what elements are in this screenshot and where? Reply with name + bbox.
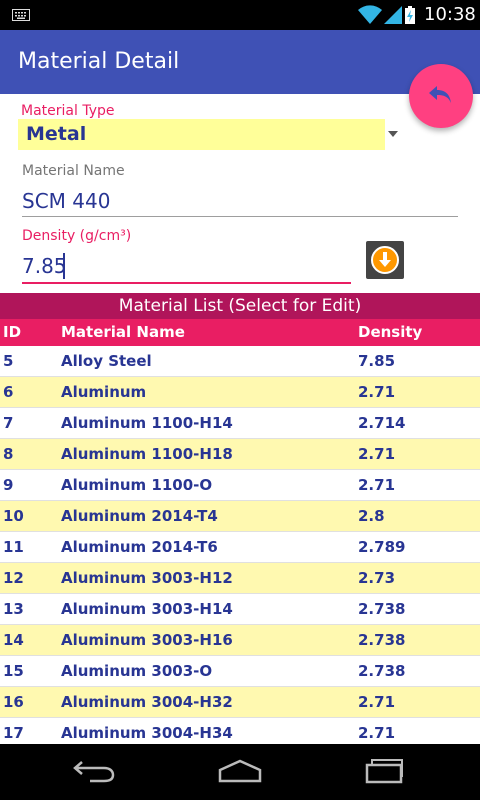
material-list[interactable]: 5 Alloy Steel 7.85 6 Aluminum 2.71 7 Alu…: [0, 346, 480, 744]
page-title: Material Detail: [18, 49, 180, 74]
row-density: 2.73: [358, 569, 396, 587]
material-type-dropdown[interactable]: Metal: [18, 119, 385, 150]
material-type-value: Metal: [26, 123, 87, 145]
table-row[interactable]: 14 Aluminum 3003-H16 2.738: [0, 625, 480, 656]
material-name-label: Material Name: [22, 163, 125, 179]
row-id: 11: [3, 538, 24, 556]
battery-charging-icon: [405, 6, 415, 24]
table-row[interactable]: 11 Aluminum 2014-T6 2.789: [0, 532, 480, 563]
row-density: 2.738: [358, 662, 406, 680]
row-id: 5: [3, 352, 14, 370]
table-row[interactable]: 15 Aluminum 3003-O 2.738: [0, 656, 480, 687]
row-material-name: Aluminum 2014-T4: [61, 507, 218, 525]
recents-icon[interactable]: [364, 758, 408, 784]
row-material-name: Aluminum 1100-H18: [61, 445, 233, 463]
row-id: 8: [3, 445, 14, 463]
download-button[interactable]: [366, 241, 404, 279]
row-id: 10: [3, 507, 24, 525]
row-material-name: Aluminum 2014-T6: [61, 538, 218, 556]
arrow-down-circle-icon: [371, 246, 399, 274]
keyboard-icon: [12, 9, 30, 21]
wifi-icon: [358, 5, 382, 25]
material-name-underline: [22, 216, 458, 217]
row-material-name: Aluminum 3003-H16: [61, 631, 233, 649]
density-label: Density (g/cm³): [22, 228, 132, 244]
row-density: 2.738: [358, 600, 406, 618]
row-material-name: Aluminum 3004-H32: [61, 693, 233, 711]
row-id: 7: [3, 414, 14, 432]
row-density: 2.8: [358, 507, 385, 525]
row-id: 16: [3, 693, 24, 711]
material-name-input[interactable]: SCM 440: [22, 189, 111, 213]
row-material-name: Aluminum 1100-O: [61, 476, 213, 494]
row-material-name: Aluminum 3004-H34: [61, 724, 233, 742]
table-row[interactable]: 5 Alloy Steel 7.85: [0, 346, 480, 377]
row-density: 7.85: [358, 352, 396, 370]
row-density: 2.789: [358, 538, 406, 556]
table-row[interactable]: 7 Aluminum 1100-H14 2.714: [0, 408, 480, 439]
column-header-id: ID: [3, 323, 22, 341]
material-type-label: Material Type: [21, 103, 115, 119]
table-row[interactable]: 10 Aluminum 2014-T4 2.8: [0, 501, 480, 532]
signal-icon: [384, 6, 402, 24]
back-icon[interactable]: [72, 758, 116, 784]
row-density: 2.71: [358, 693, 396, 711]
table-row[interactable]: 17 Aluminum 3004-H34 2.71: [0, 718, 480, 744]
row-material-name: Aluminum 3003-O: [61, 662, 213, 680]
density-underline: [22, 282, 351, 284]
row-density: 2.71: [358, 445, 396, 463]
home-icon[interactable]: [218, 758, 262, 784]
table-row[interactable]: 16 Aluminum 3004-H32 2.71: [0, 687, 480, 718]
row-density: 2.71: [358, 724, 396, 742]
row-material-name: Aluminum 3003-H12: [61, 569, 233, 587]
row-id: 6: [3, 383, 14, 401]
row-material-name: Aluminum 3003-H14: [61, 600, 233, 618]
material-list-column-header: ID Material Name Density: [0, 319, 480, 346]
row-material-name: Aluminum 1100-H14: [61, 414, 233, 432]
system-nav-bar: [0, 744, 480, 800]
status-time: 10:38: [424, 4, 476, 25]
row-id: 12: [3, 569, 24, 587]
column-header-density: Density: [358, 323, 423, 341]
undo-arrow-icon: [429, 86, 451, 103]
row-id: 9: [3, 476, 14, 494]
row-id: 15: [3, 662, 24, 680]
row-density: 2.738: [358, 631, 406, 649]
row-id: 17: [3, 724, 24, 742]
table-row[interactable]: 13 Aluminum 3003-H14 2.738: [0, 594, 480, 625]
row-density: 2.71: [358, 476, 396, 494]
table-row[interactable]: 9 Aluminum 1100-O 2.71: [0, 470, 480, 501]
table-row[interactable]: 8 Aluminum 1100-H18 2.71: [0, 439, 480, 470]
table-row[interactable]: 6 Aluminum 2.71: [0, 377, 480, 408]
app-bar: Material Detail: [0, 30, 480, 94]
row-material-name: Alloy Steel: [61, 352, 152, 370]
row-id: 13: [3, 600, 24, 618]
row-material-name: Aluminum: [61, 383, 147, 401]
status-bar: 10:38: [0, 0, 480, 30]
density-input[interactable]: 7.85: [22, 254, 67, 278]
material-list-title: Material List (Select for Edit): [0, 293, 480, 319]
dropdown-arrow-icon[interactable]: [388, 131, 398, 137]
row-density: 2.71: [358, 383, 396, 401]
text-cursor: [63, 253, 65, 279]
undo-fab-button[interactable]: [409, 64, 473, 128]
column-header-name: Material Name: [61, 323, 185, 341]
row-id: 14: [3, 631, 24, 649]
row-density: 2.714: [358, 414, 406, 432]
table-row[interactable]: 12 Aluminum 3003-H12 2.73: [0, 563, 480, 594]
